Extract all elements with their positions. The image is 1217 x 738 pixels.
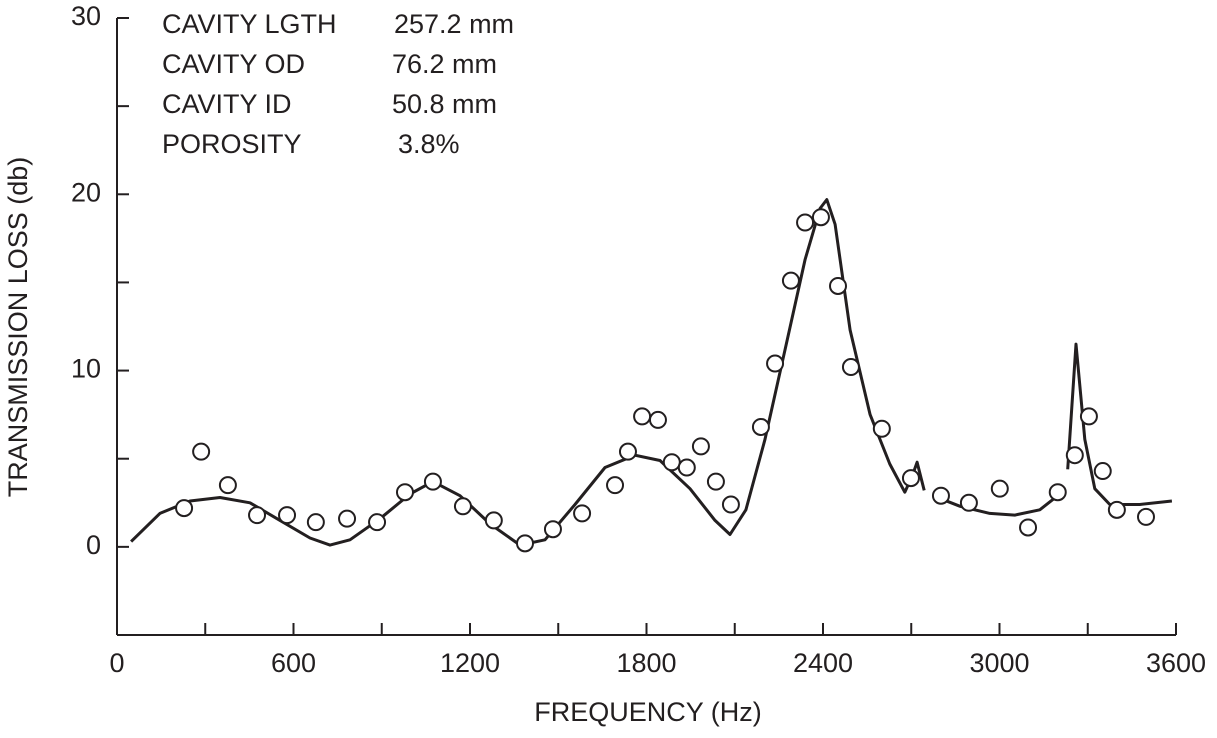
data-point: [218, 476, 237, 495]
annotation-label: POROSITY: [162, 129, 302, 159]
data-point: [721, 495, 740, 514]
x-tick-label: 1800: [616, 648, 676, 678]
data-point: [1065, 446, 1084, 465]
data-point: [453, 497, 472, 516]
data-point: [931, 486, 950, 505]
annotation-label: CAVITY LGTH: [162, 9, 337, 39]
data-point: [1079, 407, 1098, 426]
data-point: [618, 442, 637, 461]
data-point: [423, 472, 442, 491]
data-point: [1093, 462, 1112, 481]
data-point: [751, 417, 770, 436]
y-tick-label: 30: [71, 1, 101, 31]
x-axis-label: FREQUENCY (Hz): [534, 697, 762, 727]
data-point: [1136, 507, 1155, 526]
x-tick-label: 1200: [440, 648, 500, 678]
y-tick-label: 20: [71, 177, 101, 207]
x-tick-label: 3000: [969, 648, 1029, 678]
data-point: [841, 358, 860, 377]
data-point: [338, 509, 357, 528]
x-tick-label: 2400: [793, 648, 853, 678]
annotation-value: 257.2 mm: [394, 9, 514, 39]
x-tick-label: 600: [271, 648, 316, 678]
data-point: [959, 493, 978, 512]
data-point: [1019, 518, 1038, 537]
data-point: [662, 453, 681, 472]
data-point: [990, 479, 1009, 498]
data-point: [368, 513, 387, 532]
data-point: [395, 483, 414, 502]
data-point: [484, 511, 503, 530]
y-tick-label: 0: [86, 530, 101, 560]
data-point: [573, 504, 592, 523]
data-point: [606, 476, 625, 495]
data-point: [543, 520, 562, 539]
data-point: [633, 407, 652, 426]
data-point: [1107, 500, 1126, 519]
data-point: [1048, 483, 1067, 502]
data-point: [706, 472, 725, 491]
annotation-value: 76.2 mm: [392, 49, 497, 79]
data-point: [872, 419, 891, 438]
data-point: [278, 506, 297, 525]
data-point: [306, 513, 325, 532]
data-point: [516, 534, 535, 553]
data-point: [796, 213, 815, 232]
y-axis-label: TRANSMISSION LOSS (db): [3, 157, 33, 498]
data-point: [248, 506, 267, 525]
data-point: [766, 354, 785, 373]
data-point: [192, 442, 211, 461]
y-tick-label: 10: [71, 354, 101, 384]
data-point: [829, 276, 848, 295]
annotation-value: 3.8%: [398, 129, 460, 159]
data-point: [677, 458, 696, 477]
fit-curve: [130, 198, 1173, 547]
annotation-value: 50.8 mm: [392, 89, 497, 119]
data-point: [175, 499, 194, 518]
data-point: [811, 208, 830, 227]
data-point: [901, 469, 920, 488]
x-tick-label: 0: [109, 648, 124, 678]
annotation-label: CAVITY OD: [162, 49, 305, 79]
annotation-label: CAVITY ID: [162, 89, 292, 119]
data-point: [781, 271, 800, 290]
data-point: [648, 410, 667, 429]
x-tick-label: 3600: [1146, 648, 1206, 678]
data-point: [691, 437, 710, 456]
